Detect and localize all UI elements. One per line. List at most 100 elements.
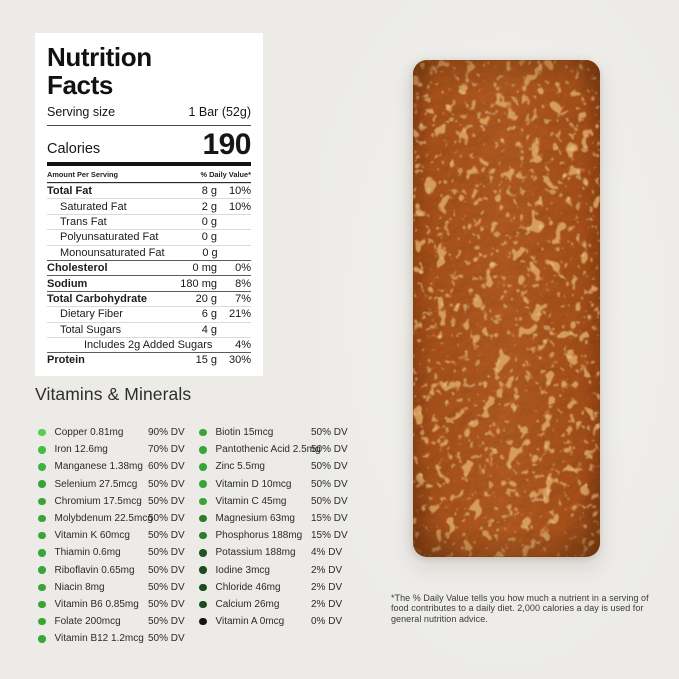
calories-value: 190 [202,128,251,161]
protein-bar-texture [413,60,600,557]
vitamin-daily-value: 50% DV [311,478,348,490]
serving-size-label: Serving size [47,105,116,119]
vitamins-column-2: Biotin 15mcg 50% DV Pantothenic Acid 2.5… [199,424,357,630]
footnote-line: general nutrition advice. [391,613,488,624]
vitamin-label: Magnesium 63mg [215,513,295,525]
vitamins-minerals-heading: Vitamins & Minerals [35,384,192,404]
nutrient-rows: Total Fat 8 g 10% Saturated Fat 2 g 10% … [47,183,251,368]
vitamin-daily-value: 50% DV [148,598,185,610]
vitamin-daily-value: 50% DV [148,547,185,559]
vitamin-item: Magnesium 63mg 15% DV [199,510,357,527]
vitamin-daily-value: 50% DV [148,530,185,542]
vitamin-daily-value: 50% DV [311,461,348,473]
vitamin-label: Vitamin B6 0.85mg [54,598,139,610]
vitamin-item: Vitamin B12 1.2mcg 50% DV [38,630,196,647]
nutrient-row: Protein 15 g 30% [47,352,251,367]
footnote-line: *The % Daily Value tells you how much a … [391,593,649,603]
nutrient-name: Protein [47,354,85,367]
nutrient-amount: 4 g [201,323,217,336]
vitamin-label: Vitamin B12 1.2mcg [54,633,144,645]
nutrient-amount: 15 g [195,354,217,367]
daily-value-header-label: % Daily Value* [200,170,251,179]
nutrient-row: Trans Fat 0 g [47,213,251,229]
vitamin-daily-value: 90% DV [148,427,185,439]
vitamin-daily-value: 2% DV [311,581,343,593]
nutrient-name: Dietary Fiber [60,308,123,321]
nutrition-facts-title: Nutrition Facts [47,42,152,100]
vitamin-item: Folate 200mcg 50% DV [38,613,196,630]
dv-level-dot-icon [38,566,46,574]
dv-level-dot-icon [199,463,207,471]
nutrient-daily-value: 10% [228,200,251,213]
nutrient-row: Includes 2g Added Sugars 4% [47,336,251,352]
nutrient-name: Trans Fat [60,215,107,228]
vitamin-label: Iron 12.6mg [54,444,108,456]
vitamin-item: Chromium 17.5mcg 50% DV [38,493,196,510]
vitamin-label: Copper 0.81mg [54,427,124,439]
nutrient-daily-value: 30% [228,354,251,367]
vitamin-label: Zinc 5.5mg [215,461,265,473]
dv-level-dot-icon [38,497,46,506]
vitamin-label: Calcium 26mg [215,598,280,610]
nutrient-daily-value: 4% [235,339,251,352]
protein-bar-photo [413,60,600,557]
nutrient-name: Sodium [47,277,88,290]
vitamin-label: Folate 200mcg [54,616,121,628]
nutrient-name: Cholesterol [47,262,108,275]
nutrient-amount: 2 g [201,200,217,213]
dv-level-dot-icon [199,531,207,540]
dv-level-dot-icon [38,428,46,437]
vitamin-item: Copper 0.81mg 90% DV [38,424,196,441]
vitamin-daily-value: 50% DV [311,427,348,439]
nutrient-row: Cholesterol 0 mg 0% [47,259,251,275]
vitamin-item: Vitamin K 60mcg 50% DV [38,527,196,544]
nutrient-amount: 0 mg [192,262,217,275]
dv-level-dot-icon [38,463,46,471]
vitamin-item: Iodine 3mcg 2% DV [199,562,357,579]
amount-per-serving-header: Amount Per Serving % Daily Value* [47,166,251,183]
vitamin-label: Phosphorus 188mg [215,530,303,542]
vitamin-item: Manganese 1.38mg 60% DV [38,458,196,475]
dv-level-dot-icon [38,600,46,609]
nutrient-amount: 0 g [201,231,217,244]
vitamin-daily-value: 0% DV [311,616,343,628]
vitamin-item: Chloride 46mg 2% DV [199,579,357,596]
vitamin-label: Vitamin A 0mcg [215,616,285,628]
dv-level-dot-icon [199,566,207,574]
nutrient-amount: 0 g [202,246,218,259]
dv-level-dot-icon [38,480,46,488]
calories-row: Calories 190 [47,126,251,166]
dv-level-dot-icon [38,583,46,592]
nutrient-amount: 0 g [201,215,217,228]
nutrient-row: Total Sugars 4 g [47,321,251,337]
nutrient-name: Monounsaturated Fat [60,246,165,259]
vitamin-label: Selenium 27.5mcg [54,478,138,490]
nutrient-row: Polyunsaturated Fat 0 g [47,229,251,244]
vitamin-daily-value: 50% DV [311,495,348,507]
vitamin-item: Selenium 27.5mcg 50% DV [38,476,196,493]
vitamin-item: Phosphorus 188mg 15% DV [199,527,357,544]
vitamin-daily-value: 50% DV [148,564,185,576]
vitamin-item: Molybdenum 22.5mcg 50% DV [38,510,196,527]
dv-level-dot-icon [38,514,46,523]
nutrient-daily-value: 7% [235,292,251,305]
daily-value-footnote: *The % Daily Value tells you how much a … [391,593,653,624]
vitamin-label: Chloride 46mg [215,581,281,593]
vitamin-daily-value: 50% DV [148,495,185,507]
nutrient-row: Monounsaturated Fat 0 g [47,244,251,260]
vitamin-label: Vitamin C 45mg [215,495,287,507]
vitamin-daily-value: 50% DV [148,581,185,593]
vitamin-daily-value: 2% DV [311,598,343,610]
vitamin-daily-value: 50% DV [148,513,185,525]
nutrient-row: Total Fat 8 g 10% [47,183,251,198]
vitamin-daily-value: 4% DV [311,547,343,559]
vitamin-item: Niacin 8mg 50% DV [38,579,196,596]
dv-level-dot-icon [199,514,207,523]
vitamin-item: Vitamin D 10mcg 50% DV [199,476,357,493]
vitamin-item: Vitamin C 45mg 50% DV [199,493,357,510]
vitamin-label: Biotin 15mcg [215,427,274,439]
calories-label: Calories [47,141,101,157]
nutrient-amount: 8 g [201,185,217,198]
vitamin-label: Iodine 3mcg [215,564,270,576]
nutrient-amount: 6 g [201,308,217,321]
